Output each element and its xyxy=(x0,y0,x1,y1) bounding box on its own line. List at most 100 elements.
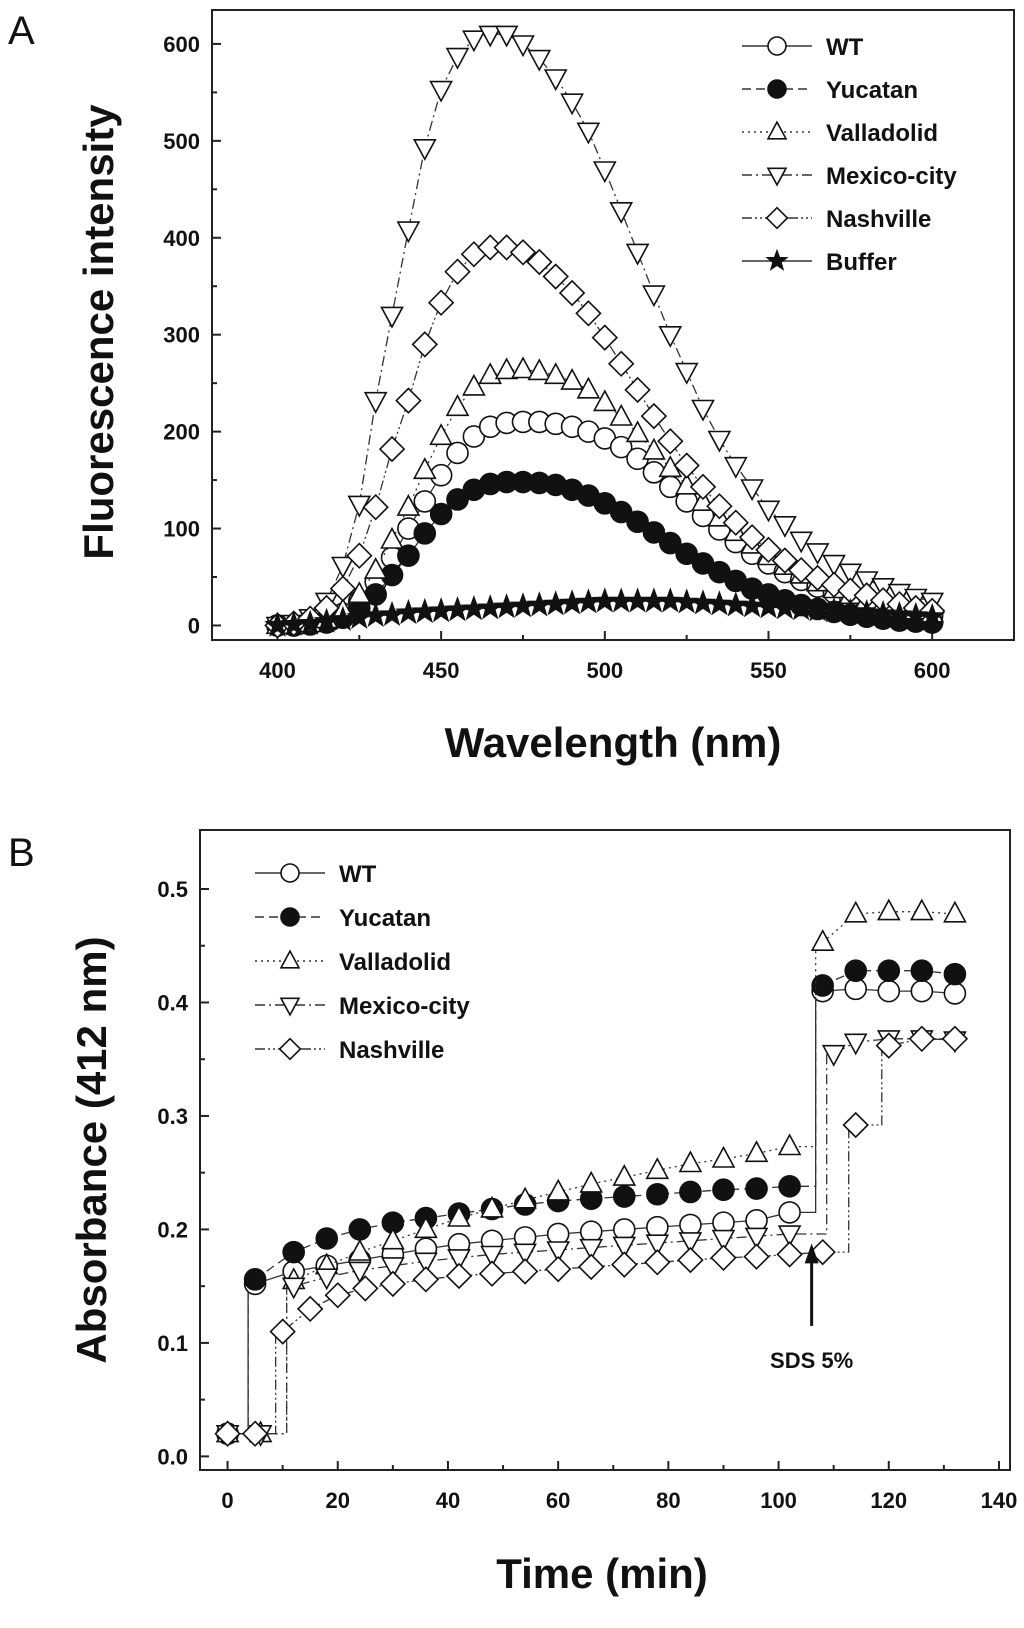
panel-a-x-tick-label: 500 xyxy=(586,658,623,683)
panel-b-point-valladolid xyxy=(447,1204,471,1227)
panel-b-point-yucatan xyxy=(646,1182,669,1206)
panel-b-x-tick-label: 80 xyxy=(656,1488,680,1513)
panel-a-point-wt xyxy=(413,490,437,513)
panel-a-legend-marker-yucatan xyxy=(767,79,787,99)
panel-a-point-nashville xyxy=(346,542,373,569)
panel-a-plot-frame xyxy=(211,9,1015,641)
panel-a-point-mexico-city xyxy=(723,456,748,479)
panel-a-point-buffer xyxy=(886,600,913,627)
panel-b-legend: WT Yucatan Valladolid Mexico-city Nashville xyxy=(255,861,470,1064)
panel-a-point-mexico-city xyxy=(805,543,830,565)
panel-a-point-buffer xyxy=(460,595,488,621)
panel-b-point-mexico-city xyxy=(347,1261,372,1284)
panel-a-point-buffer xyxy=(558,589,586,615)
panel-a-point-nashville xyxy=(657,428,684,455)
panel-b-legend-item-yucatan: Yucatan xyxy=(255,905,431,932)
panel-b-point-valladolid xyxy=(909,898,934,921)
panel-a-point-valladolid xyxy=(396,494,421,516)
panel-a-point-mexico-city xyxy=(380,306,404,329)
panel-a-point-nashville xyxy=(755,536,782,564)
panel-a-point-valladolid xyxy=(363,557,388,579)
panel-b: B 0 20 40 60 80 100 120 140 0.0 0.1 0.2 0.3 0.4 0.5 W… xyxy=(8,829,1017,1597)
panel-a-x-tick-label: 550 xyxy=(750,658,787,683)
panel-b-point-valladolid xyxy=(381,1227,405,1250)
panel-b-point-valladolid xyxy=(744,1140,769,1163)
panel-b-x-tick-label: 20 xyxy=(326,1488,350,1513)
panel-a-point-mexico-city xyxy=(445,47,470,70)
panel-b-point-yucatan xyxy=(282,1240,305,1264)
panel-a-point-buffer xyxy=(493,593,520,619)
panel-b-point-nashville xyxy=(511,1258,539,1285)
panel-a-point-wt xyxy=(462,425,486,448)
panel-b-legend-marker-valladolid xyxy=(279,949,301,969)
panel-a-point-nashville xyxy=(575,300,602,327)
panel-b-point-yucatan xyxy=(348,1218,372,1241)
panel-b-point-mexico-city xyxy=(678,1232,703,1254)
panel-a-point-buffer xyxy=(820,597,848,623)
panel-b-point-valladolid xyxy=(777,1133,802,1156)
panel-a-point-buffer xyxy=(738,592,766,618)
panel-a-point-yucatan xyxy=(658,531,682,555)
panel-b-y-tick-label: 0.0 xyxy=(157,1444,188,1469)
panel-a-point-mexico-city xyxy=(363,391,388,414)
panel-a-point-buffer xyxy=(689,589,717,615)
panel-b-point-nashville xyxy=(544,1255,572,1283)
panel-b-point-nashville xyxy=(241,1420,269,1447)
panel-b-point-nashville xyxy=(842,1111,869,1139)
panel-b-point-nashville xyxy=(478,1260,506,1287)
panel-b-point-nashville xyxy=(776,1241,803,1268)
panel-b-point-mexico-city xyxy=(821,1044,846,1067)
panel-a-ticks: 400 450 500 550 600 0 100 200 300 400 500 600 xyxy=(163,32,950,683)
panel-a-point-valladolid xyxy=(429,423,453,446)
panel-a-point-valladolid xyxy=(625,420,650,443)
panel-b-point-nashville xyxy=(269,1318,296,1345)
panel-b-point-nashville xyxy=(941,1025,969,1053)
panel-a-y-tick-label: 0 xyxy=(188,613,200,638)
panel-a-point-valladolid xyxy=(462,373,486,396)
panel-a-point-mexico-city xyxy=(854,571,879,594)
panel-a-series-nashville xyxy=(264,234,946,639)
panel-b-point-yucatan xyxy=(844,959,868,983)
panel-a-legend-item-yucatan: Yucatan xyxy=(742,77,918,104)
panel-b-x-tick-label: 120 xyxy=(870,1488,907,1513)
panel-b-y-axis-title: Absorbance (412 nm) xyxy=(68,936,115,1363)
panel-a-point-yucatan xyxy=(446,488,469,511)
panel-a-legend-item-nashville: Nashville xyxy=(742,206,931,233)
panel-b-point-wt xyxy=(877,979,901,1003)
panel-a-point-buffer xyxy=(378,600,406,627)
panel-b-point-nashville xyxy=(809,1238,836,1266)
panel-a-series-buffer xyxy=(264,587,946,637)
panel-a-x-tick-label: 400 xyxy=(259,658,296,683)
panel-a-letter: A xyxy=(8,9,35,53)
panel-b-point-mexico-city xyxy=(843,1033,868,1056)
panel-a-x-tick-label: 450 xyxy=(423,658,460,683)
panel-b-point-valladolid xyxy=(943,900,967,923)
panel-a-legend-marker-nashville xyxy=(765,206,789,230)
panel-b-point-valladolid xyxy=(711,1145,736,1168)
panel-b-point-valladolid xyxy=(414,1216,438,1239)
panel-a-point-buffer xyxy=(509,592,537,618)
panel-a-legend-marker-buffer xyxy=(765,248,789,271)
panel-a-point-buffer xyxy=(755,593,782,619)
panel-a-x-axis-title: Wavelength (nm) xyxy=(445,719,782,766)
panel-a-point-buffer xyxy=(804,596,831,622)
panel-a-point-yucatan xyxy=(675,542,698,566)
panel-a-point-valladolid xyxy=(576,376,601,399)
panel-a-y-tick-label: 300 xyxy=(163,323,200,348)
panel-b-legend-label-nashville: Nashville xyxy=(339,1037,444,1064)
panel-b-legend-label-yucatan: Yucatan xyxy=(339,905,431,932)
panel-b-point-nashville xyxy=(412,1266,440,1293)
panel-a-point-valladolid xyxy=(527,358,552,381)
panel-a-point-buffer xyxy=(477,594,504,620)
panel-a-point-buffer xyxy=(837,597,864,624)
panel-a-point-nashville xyxy=(558,279,586,307)
panel-a-point-valladolid xyxy=(412,457,437,480)
panel-a-y-tick-label: 100 xyxy=(163,517,200,542)
panel-b-point-yucatan xyxy=(910,959,934,983)
panel-a-point-mexico-city xyxy=(543,69,568,92)
panel-a-point-nashville xyxy=(771,547,799,574)
panel-b-letter: B xyxy=(8,831,35,875)
panel-b-legend-marker-nashville xyxy=(278,1037,302,1061)
panel-b-y-tick-label: 0.2 xyxy=(157,1217,188,1242)
panel-a-point-buffer xyxy=(869,599,897,626)
